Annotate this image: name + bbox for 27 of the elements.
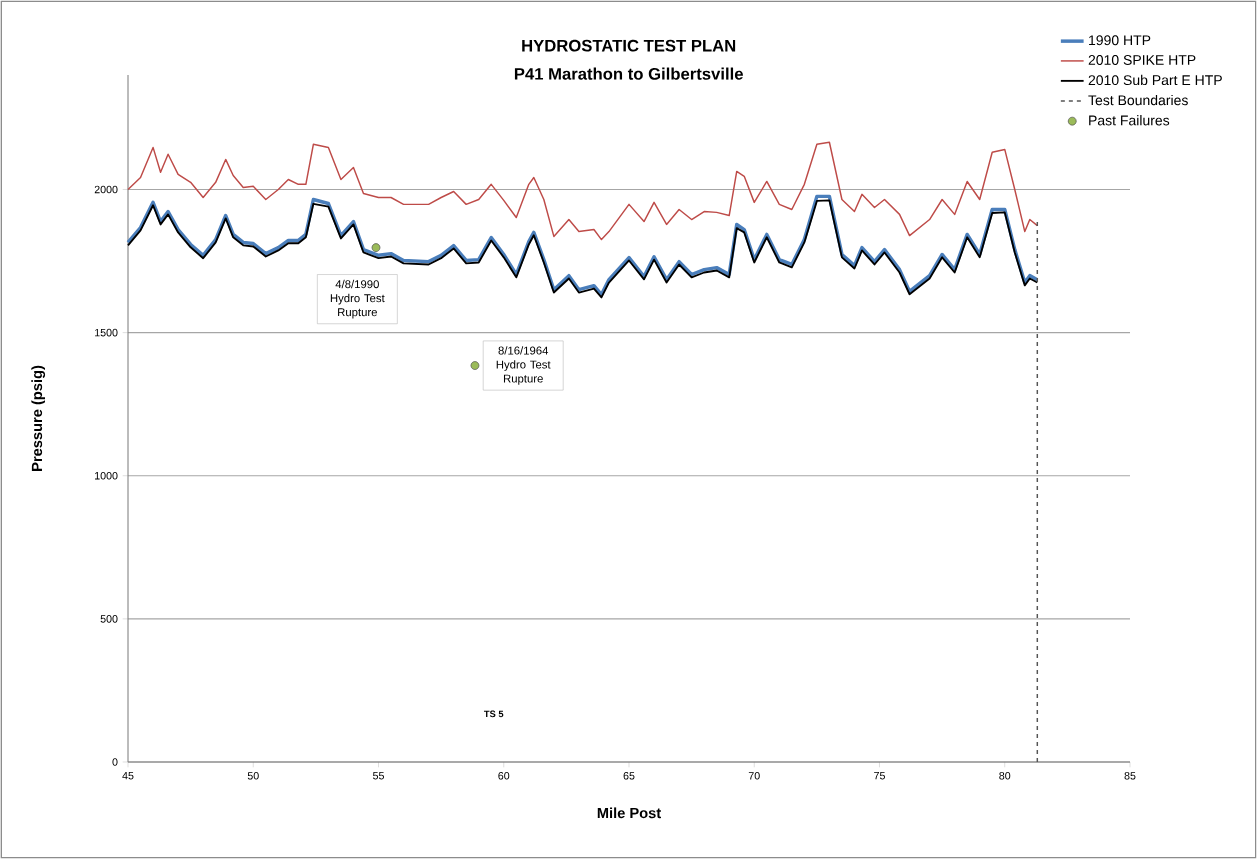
legend-label: Past Failures [1089, 115, 1170, 126]
legend-label: 2010 Sub Part E HTP [1088, 74, 1222, 86]
x-tick-label: 55 [372, 772, 384, 780]
annotation: TS 5 [483, 710, 504, 718]
y-tick-label: 500 [100, 615, 118, 623]
x-tick-label: 50 [247, 772, 259, 780]
legend-label: Test Boundaries [1088, 94, 1188, 106]
annotation: 4/8/1990 Hydro Test Rupture [330, 279, 385, 319]
chart-subtitle: P41 Marathon to Gilbertsville [514, 67, 743, 80]
chart-title: HYDROSTATIC TEST PLAN [522, 39, 736, 52]
y-tick-label: 0 [112, 758, 118, 766]
y-tick-label: 1000 [95, 471, 118, 480]
y-tick-label: 2000 [94, 185, 118, 194]
x-tick-label: 80 [999, 772, 1011, 780]
legend-label: 1990 HTP [1089, 35, 1151, 46]
x-tick-label: 75 [874, 772, 885, 780]
x-tick-label: 45 [122, 772, 134, 780]
x-tick-label: 60 [498, 772, 510, 780]
x-axis-title: Mile Post [597, 807, 661, 819]
y-axis-title: Pressure (psig) [31, 365, 46, 471]
y-tick-label: 1500 [95, 328, 118, 337]
x-tick-label: 65 [623, 772, 635, 780]
x-tick-label: 70 [748, 772, 760, 780]
legend-label: 2010 SPIKE HTP [1088, 55, 1196, 65]
line-series [127, 141, 1039, 241]
annotation: 8/16/1964 Hydro Test Rupture [496, 346, 551, 385]
x-tick-label: 85 [1124, 772, 1136, 780]
